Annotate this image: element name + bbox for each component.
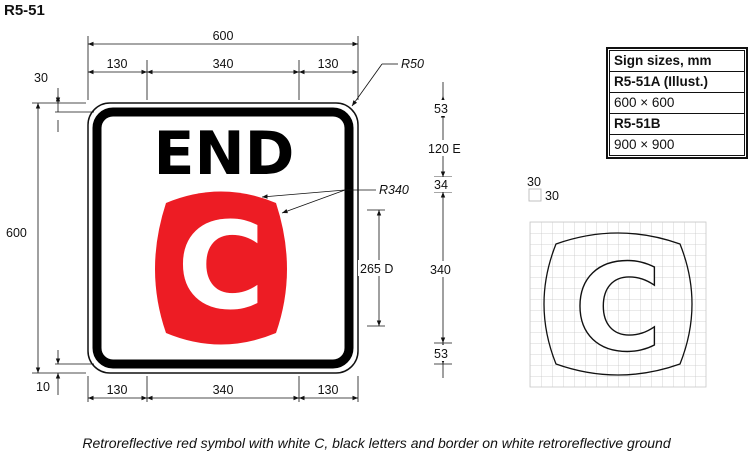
dim-bottom-left: 130: [107, 383, 128, 397]
sign-sizes-title: Sign sizes, mm: [614, 53, 712, 68]
dim-border-offset: 30: [34, 71, 48, 85]
dim-text-symbol-gap: 34: [434, 178, 448, 192]
caption: Retroreflective red symbol with white C,…: [82, 435, 671, 451]
dim-right-bottom-gap: 53: [434, 347, 448, 361]
dim-right-top-gap: 53: [434, 102, 448, 116]
symbol-shape: [155, 191, 287, 345]
size-code-a: R5-51A (Illust.): [610, 71, 744, 92]
dim-symbol-radius: R340: [379, 183, 409, 197]
size-value-b: 900 × 900: [610, 134, 744, 155]
sign-face: END C: [87, 102, 359, 374]
dim-overall-width: 600: [213, 29, 234, 43]
dim-symbol-height: 340: [430, 263, 451, 277]
grid-symbol-outline: [543, 232, 693, 376]
dim-top-middle: 340: [213, 57, 234, 71]
sign-letter: C: [177, 198, 265, 337]
size-code-b: R5-51B: [610, 113, 744, 134]
size-value-a: 600 × 600: [610, 92, 744, 113]
top-dimensions: [87, 36, 359, 100]
grid-legend: [528, 188, 542, 202]
grid-label-x: 30: [527, 175, 541, 189]
dim-bottom-right: 130: [318, 383, 339, 397]
dim-bottom-middle: 340: [213, 383, 234, 397]
construction-grid: C: [529, 221, 707, 388]
right-dimensions: [434, 82, 452, 378]
left-dimensions: [32, 88, 94, 395]
dim-border-width: 10: [36, 380, 50, 394]
dim-top-right: 130: [318, 57, 339, 71]
grid-label-y: 30: [545, 189, 559, 203]
dim-height: 600: [6, 226, 27, 240]
bottom-dimensions: [87, 376, 359, 402]
sign-word: END: [153, 119, 294, 189]
grid-letter: C: [574, 240, 662, 379]
radius-leaders: [261, 63, 398, 214]
dim-corner-radius: R50: [401, 57, 424, 71]
sign-sizes-table: Sign sizes, mm R5-51A (Illust.) 600 × 60…: [606, 47, 748, 159]
dim-text-height: 120 E: [428, 142, 461, 156]
dim-top-left: 130: [107, 57, 128, 71]
sign-code: R5-51: [4, 2, 45, 19]
dim-letter-height: 265 D: [360, 262, 393, 276]
